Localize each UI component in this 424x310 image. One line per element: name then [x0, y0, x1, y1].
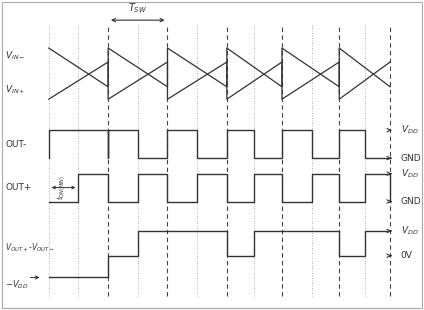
FancyBboxPatch shape [2, 2, 422, 308]
Text: 0V: 0V [401, 251, 413, 260]
Text: $V_{DD}$: $V_{DD}$ [401, 124, 418, 136]
Text: $t_{ON(MIN)}$: $t_{ON(MIN)}$ [56, 175, 67, 200]
Text: $V_{DD}$: $V_{DD}$ [401, 225, 418, 237]
Text: OUT-: OUT- [5, 140, 26, 149]
Text: GND: GND [401, 197, 421, 206]
Text: $V_{IN+}$: $V_{IN+}$ [5, 84, 26, 96]
Text: $-V_{DD}$: $-V_{DD}$ [5, 278, 28, 290]
Text: $T_{SW}$: $T_{SW}$ [128, 1, 148, 15]
Text: $V_{IN-}$: $V_{IN-}$ [5, 50, 26, 62]
Text: GND: GND [401, 153, 421, 163]
Text: $V_{DD}$: $V_{DD}$ [401, 167, 418, 180]
Text: $V_{OUT+}$-$V_{OUT-}$: $V_{OUT+}$-$V_{OUT-}$ [5, 242, 55, 254]
Text: OUT+: OUT+ [5, 183, 31, 192]
